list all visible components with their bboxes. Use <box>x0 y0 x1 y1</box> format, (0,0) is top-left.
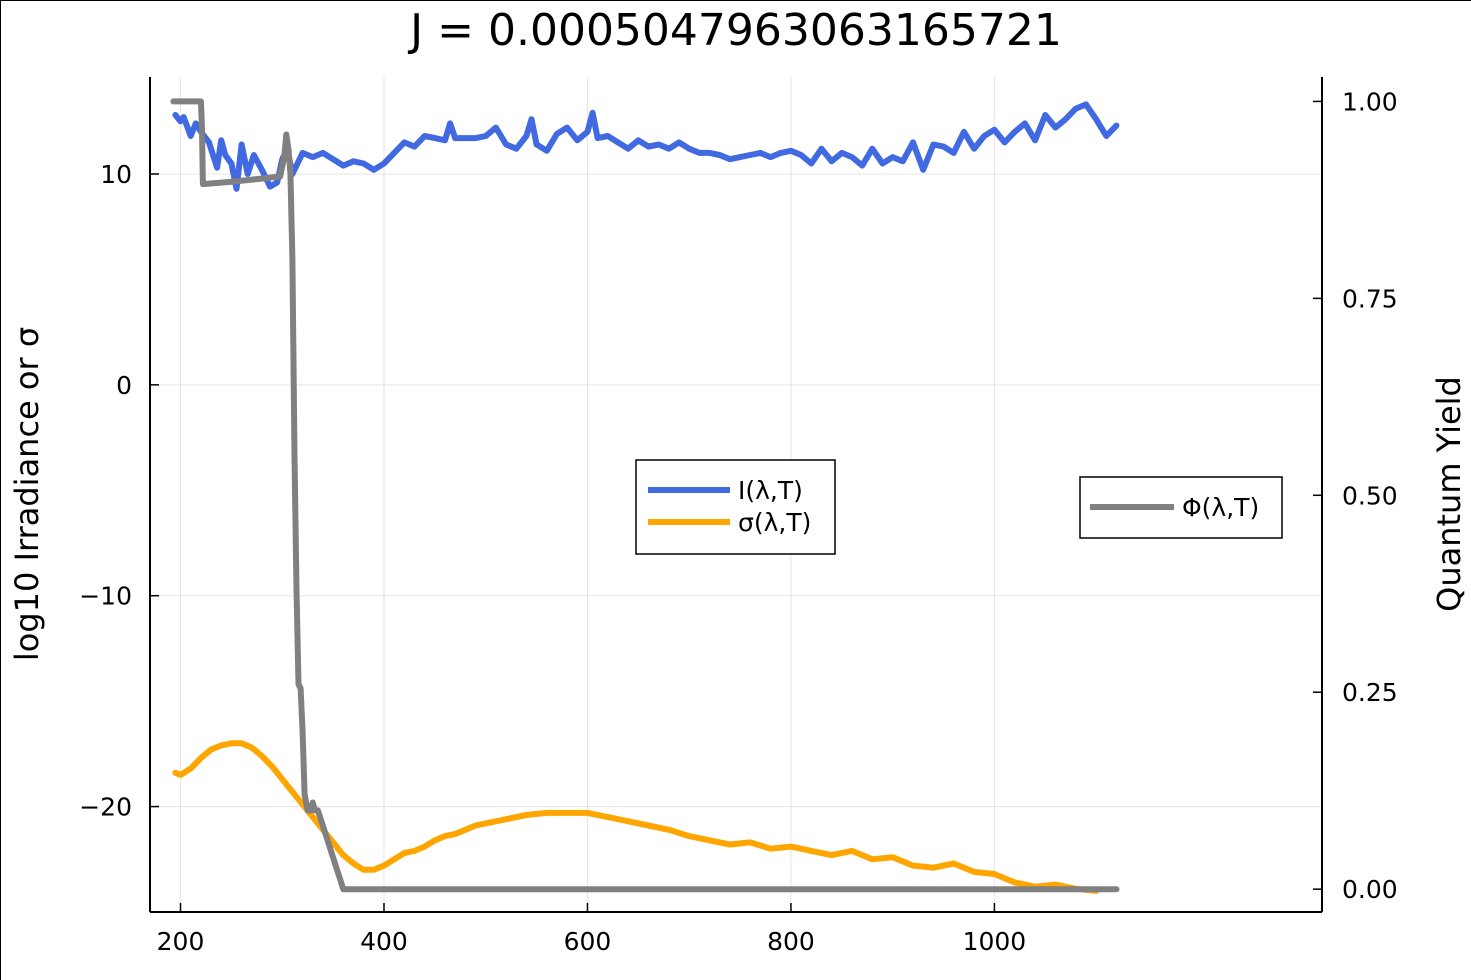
y-axis-label: log10 Irradiance or σ <box>8 327 46 661</box>
y2-tick-label: 0.00 <box>1342 875 1398 904</box>
legend-primary-box <box>635 459 836 555</box>
y2-tick-label: 0.75 <box>1342 284 1398 313</box>
legend-label-sigma: σ(λ,T) <box>738 508 811 537</box>
y-tick-label: −10 <box>79 582 132 611</box>
x-tick-label: 1000 <box>963 927 1027 956</box>
chart-title: J = 0.0005047963063165721 <box>407 5 1062 56</box>
y2-axis-label: Quantum Yield <box>1430 376 1468 612</box>
y-tick-label: −20 <box>79 793 132 822</box>
axis-ticks: 200 400 600 800 1000 10 0 −10 −20 1.00 0.75 0.50 0.2… <box>79 87 1397 956</box>
grid-lines <box>150 77 1322 912</box>
irradiance-series-line <box>172 101 1120 192</box>
x-tick-label: 600 <box>564 927 612 956</box>
x-tick-label: 800 <box>767 927 815 956</box>
legend-label-irradiance: I(λ,T) <box>738 476 803 505</box>
axes <box>149 77 1323 913</box>
x-tick-label: 200 <box>157 927 205 956</box>
y2-tick-label: 0.50 <box>1342 481 1398 510</box>
legend-secondary: Φ(λ,T) <box>1079 476 1283 539</box>
x-tick-label: 400 <box>360 927 408 956</box>
quantum-yield-series-line <box>170 98 1120 893</box>
series-layer <box>170 98 1120 894</box>
legend-primary: I(λ,T) σ(λ,T) <box>635 459 836 555</box>
y-tick-label: 0 <box>116 371 132 400</box>
sigma-series-line <box>172 740 1100 894</box>
y2-tick-label: 1.00 <box>1342 87 1398 116</box>
y-tick-label: 10 <box>100 160 132 189</box>
legend-label-quantum-yield: Φ(λ,T) <box>1182 493 1259 522</box>
y2-tick-label: 0.25 <box>1342 678 1398 707</box>
